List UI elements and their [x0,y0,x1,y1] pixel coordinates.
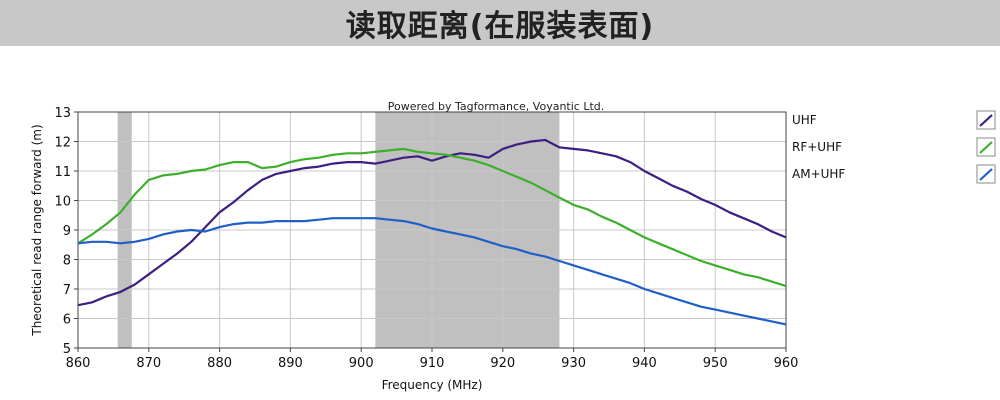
y-tick-label: 5 [63,342,71,357]
y-tick-label: 7 [63,283,71,298]
x-tick-label: 920 [490,356,515,371]
y-tick-label: 6 [63,313,71,328]
x-tick-label: 910 [420,356,445,371]
x-tick-label: 900 [349,356,374,371]
y-tick-label: 13 [54,106,71,121]
y-tick-label: 12 [54,136,71,151]
x-tick-label: 940 [632,356,657,371]
legend: UHF RF+UHF AM+UHF [792,110,996,184]
x-tick-label: 960 [774,356,799,371]
y-tick-label: 10 [54,195,71,210]
legend-label: AM+UHF [792,167,845,181]
y-axis: 5 6 7 8 9 10 11 12 13 [54,106,78,357]
legend-label: RF+UHF [792,140,842,154]
legend-swatch-line [979,168,993,181]
x-tick-label: 890 [278,356,303,371]
x-tick-label: 930 [561,356,586,371]
x-tick-label: 880 [207,356,232,371]
page-title: 读取距离(在服装表面) [345,9,655,44]
x-axis: 860 870 880 890 900 910 920 930 940 950 960 [66,348,799,371]
series-line-rf-uhf [77,147,787,288]
y-axis-title: Theoretical read range forward (m) [30,124,44,336]
title-banner: 读取距离(在服装表面) [0,0,1000,46]
series-lines [77,138,787,326]
chart-credit: Powered by Tagformance, Voyantic Ltd. [388,100,605,113]
y-tick-label: 9 [63,224,71,239]
series-line-am-uhf [77,217,787,326]
y-tick-label: 11 [54,165,71,180]
legend-swatch-line [979,114,993,127]
x-tick-label: 860 [66,356,91,371]
x-tick-label: 870 [136,356,161,371]
legend-label: UHF [792,113,817,127]
x-axis-title: Frequency (MHz) [382,378,483,392]
x-tick-label: 950 [703,356,728,371]
y-tick-label: 8 [63,254,71,269]
legend-swatch-line [979,141,993,154]
series-line-uhf [77,138,787,307]
